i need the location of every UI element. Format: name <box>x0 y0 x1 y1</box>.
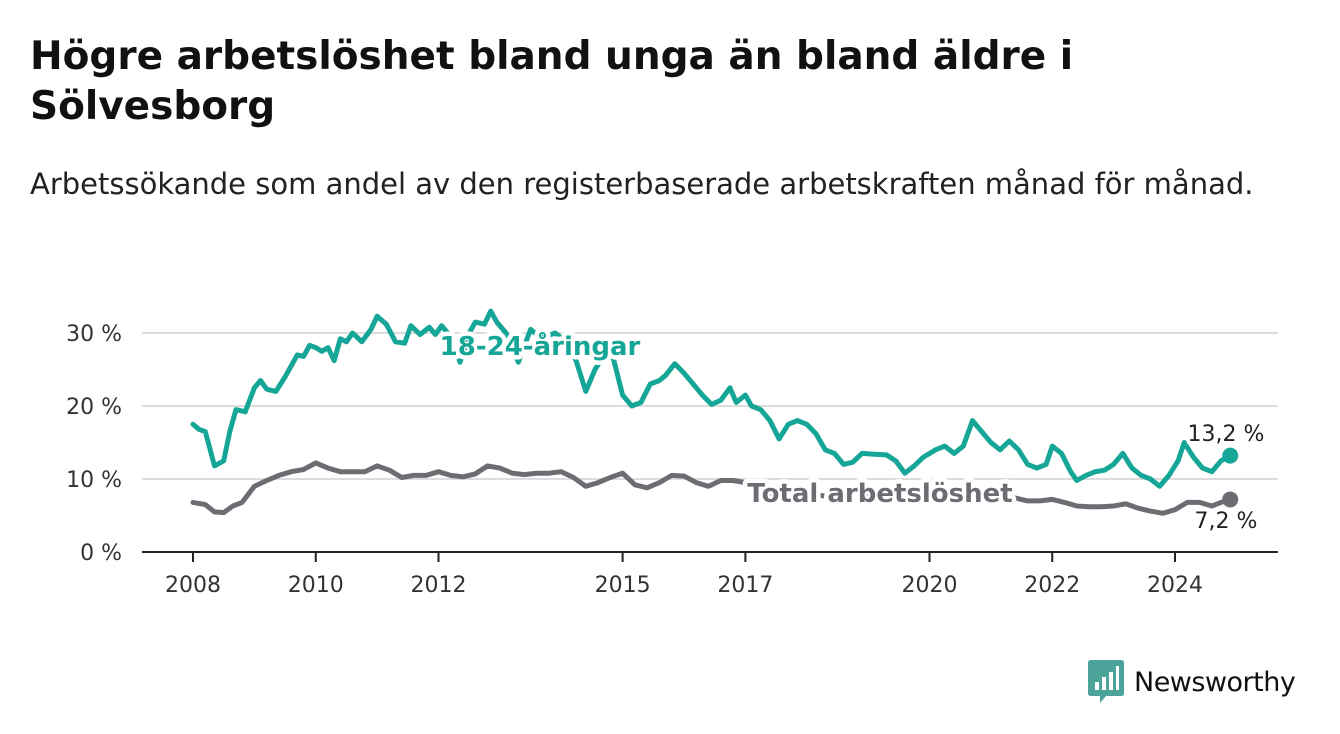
series-line <box>190 308 1233 489</box>
end-value-label: 13,2 % <box>1188 422 1265 447</box>
x-tick-label: 2022 <box>1024 573 1080 598</box>
newsworthy-logo: Newsworthy <box>1088 660 1296 704</box>
x-axis: 2008 2010 2012 2015 2017 2020 2022 2024 <box>142 551 1278 598</box>
x-tick-label: 2017 <box>717 573 773 598</box>
y-axis-labels: 0 % 10 % 20 % 30 % <box>66 322 122 566</box>
y-tick-label: 0 % <box>80 541 122 566</box>
x-tick-label: 2020 <box>902 573 958 598</box>
x-tick-label: 2008 <box>165 573 221 598</box>
chart-subtitle: Arbetssökande som andel av den registerb… <box>30 167 1254 201</box>
series-label: Total arbetslöshet <box>747 479 1012 509</box>
chart-title: Högre arbetslöshet bland unga än bland ä… <box>30 34 1074 129</box>
series-lines <box>190 308 1239 516</box>
series-end-point <box>1222 491 1239 508</box>
x-tick-label: 2012 <box>411 573 467 598</box>
bar-chart-speech-bubble-icon <box>1088 660 1124 703</box>
y-tick-label: 30 % <box>66 322 122 347</box>
end-value-label: 7,2 % <box>1195 509 1258 534</box>
y-tick-label: 10 % <box>66 468 122 493</box>
x-tick-label: 2024 <box>1147 573 1203 598</box>
series-line <box>190 460 1233 516</box>
series-end-point <box>1222 447 1239 464</box>
line-chart: 0 % 10 % 20 % 30 % 2008 2010 2012 2015 2017 2020… <box>66 308 1278 598</box>
x-tick-label: 2015 <box>595 573 651 598</box>
y-tick-label: 20 % <box>66 395 122 420</box>
series-label: 18-24-åringar <box>440 330 641 362</box>
x-tick-label: 2010 <box>288 573 344 598</box>
brand-name: Newsworthy <box>1134 666 1296 698</box>
series-labels: 18-24-åringar Total arbetslöshet 13,2 % 7,2… <box>435 326 1267 538</box>
